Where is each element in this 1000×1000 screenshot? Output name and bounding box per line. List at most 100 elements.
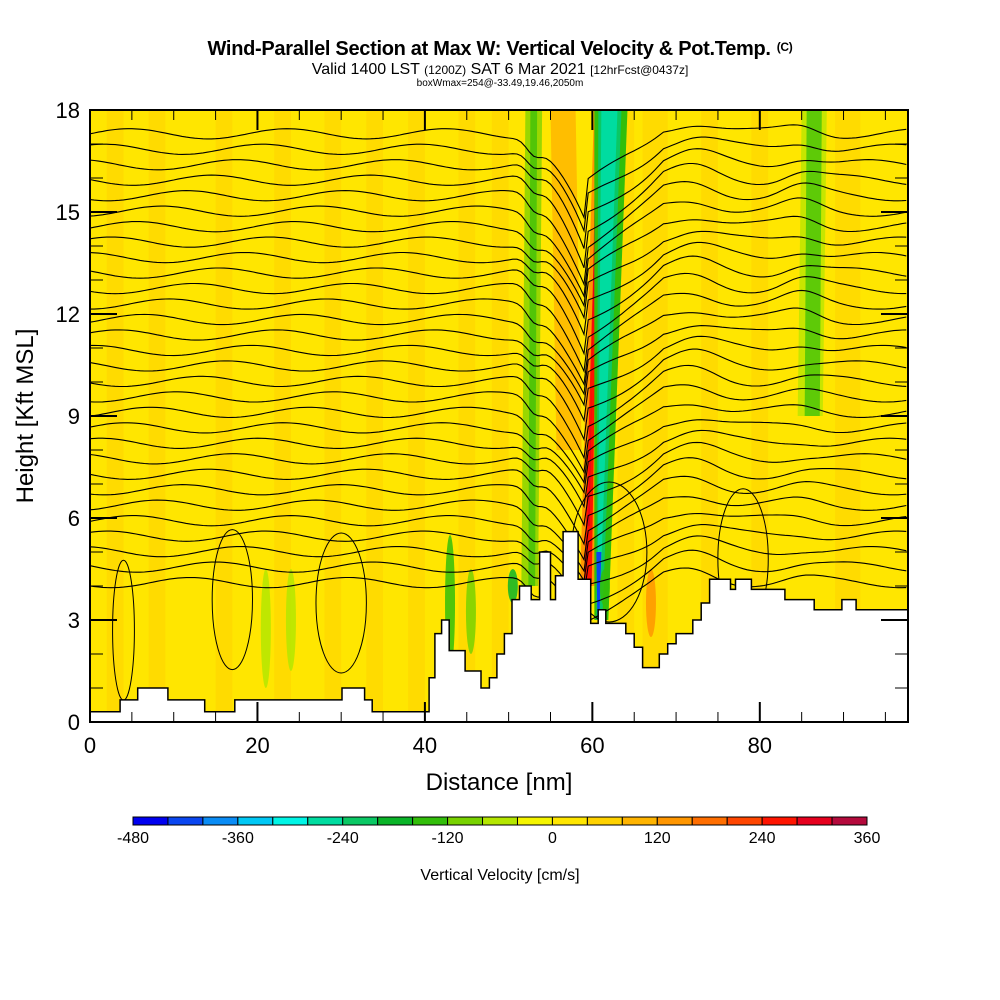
isentrope-line <box>90 419 907 495</box>
x-tick-label: 60 <box>580 733 604 758</box>
colorbar-segment <box>202 816 239 826</box>
isentrope-line <box>90 230 907 320</box>
colorbar-segment <box>621 816 658 826</box>
isentrope-line <box>90 364 907 460</box>
colorbar-segment <box>237 816 274 826</box>
x-axis-title: Distance [nm] <box>426 769 573 796</box>
colorbar-tick-label: -120 <box>432 830 464 847</box>
colorbar-segment <box>551 816 588 826</box>
isentrope-contours <box>90 124 907 701</box>
colorbar-segment <box>307 816 344 826</box>
field-band <box>215 110 233 722</box>
isentrope-line <box>90 215 907 308</box>
colorbar-segment <box>586 816 623 826</box>
colorbar-title: Vertical Velocity [cm/s] <box>420 867 579 884</box>
colorbar-segment <box>761 816 798 826</box>
isentrope-loop <box>211 529 253 671</box>
y-axis-title: Height [Kft MSL] <box>12 329 39 504</box>
field-band <box>366 110 384 722</box>
isentrope-line <box>90 289 907 387</box>
isentrope-line <box>90 512 907 583</box>
valid-date: SAT 6 Mar 2021 <box>470 61 586 78</box>
isentrope-line <box>90 567 907 649</box>
colorbar-tick-label: 120 <box>644 830 671 847</box>
valid-time: Valid 1400 LST <box>311 61 420 78</box>
colorbar-tick-label: -480 <box>117 830 149 847</box>
colorbar-segment <box>377 816 414 826</box>
downdraft-base <box>596 552 602 620</box>
colorbar-segment <box>726 816 763 826</box>
velocity-streak <box>285 569 296 671</box>
field-band <box>408 110 425 722</box>
colorbar-segment <box>342 816 379 826</box>
colorbar-segment <box>516 816 553 826</box>
y-tick-label: 9 <box>68 404 80 429</box>
y-tick-label: 6 <box>68 506 80 531</box>
isentrope-loop <box>315 532 367 674</box>
field-band <box>751 110 769 722</box>
colorbar-segment <box>831 816 868 826</box>
colorbar: -480 -360 -240 -120 0 120 240 360 <box>117 816 881 847</box>
velocity-streak <box>507 569 518 603</box>
colorbar-segment <box>167 816 204 826</box>
colorbar-segment <box>272 816 309 826</box>
colorbar-tick-label: -360 <box>222 830 254 847</box>
field-band <box>701 110 718 722</box>
isentrope-line <box>90 255 907 356</box>
y-tick-label: 0 <box>68 710 80 735</box>
isentrope-line <box>90 496 907 573</box>
chart-title: Wind-Parallel Section at Max W: Vertical… <box>0 38 1000 61</box>
isentrope-line <box>90 181 907 287</box>
isentrope-line <box>90 475 907 562</box>
valid-utc: (1200Z) <box>424 63 467 77</box>
isentrope-line <box>90 535 907 613</box>
isentrope-line <box>90 197 907 298</box>
colorbar-segment <box>656 816 693 826</box>
chart-title-text: Wind-Parallel Section at Max W: Vertical… <box>207 38 771 60</box>
isentrope-line <box>90 241 907 337</box>
y-tick-label: 12 <box>56 302 80 327</box>
colorbar-segment <box>482 816 518 826</box>
colorbar-tick-label: 240 <box>749 830 776 847</box>
y-axis: 0 3 6 9 12 15 18 <box>56 98 908 735</box>
isentrope-line <box>90 384 907 474</box>
isentrope-line <box>90 549 907 632</box>
x-axis: 0 20 40 60 80 <box>84 110 886 758</box>
copyright-mark: (C) <box>776 40 793 54</box>
terrain <box>89 530 909 723</box>
colorbar-segment <box>691 816 728 826</box>
isentrope-line <box>90 148 907 249</box>
isentrope-line <box>90 429 907 509</box>
field-band <box>324 110 342 722</box>
x-tick-label: 80 <box>748 733 772 758</box>
isentrope-line <box>90 272 907 374</box>
isentrope-line <box>90 124 907 220</box>
field-band <box>148 110 166 722</box>
field-band <box>491 110 509 722</box>
isentrope-line <box>90 348 907 442</box>
box-info: boxWmax=254@-33.49,19.46,2050m <box>416 78 584 89</box>
isentrope-line <box>90 136 907 233</box>
velocity-streak <box>599 569 610 607</box>
y-tick-label: 15 <box>56 200 80 225</box>
isentrope-line <box>90 162 907 269</box>
isentrope-line <box>90 524 907 595</box>
isentrope-line <box>90 325 907 407</box>
isentrope-line <box>90 441 907 527</box>
isentrope-line <box>90 307 907 396</box>
y-tick-label: 3 <box>68 608 80 633</box>
y-tick-label: 18 <box>56 98 80 123</box>
isentrope-line <box>90 404 907 485</box>
forecast-info: [12hrFcst@0437z] <box>590 63 689 77</box>
colorbar-tick-label: -240 <box>327 830 359 847</box>
velocity-streak <box>465 569 476 654</box>
colorbar-segment <box>796 816 833 826</box>
x-tick-label: 40 <box>413 733 437 758</box>
colorbar-segment <box>132 816 169 826</box>
x-tick-label: 0 <box>84 733 96 758</box>
colorbar-tick-label: 360 <box>854 830 881 847</box>
colorbar-segment <box>447 816 484 826</box>
x-tick-label: 20 <box>245 733 269 758</box>
colorbar-segment <box>412 816 449 826</box>
